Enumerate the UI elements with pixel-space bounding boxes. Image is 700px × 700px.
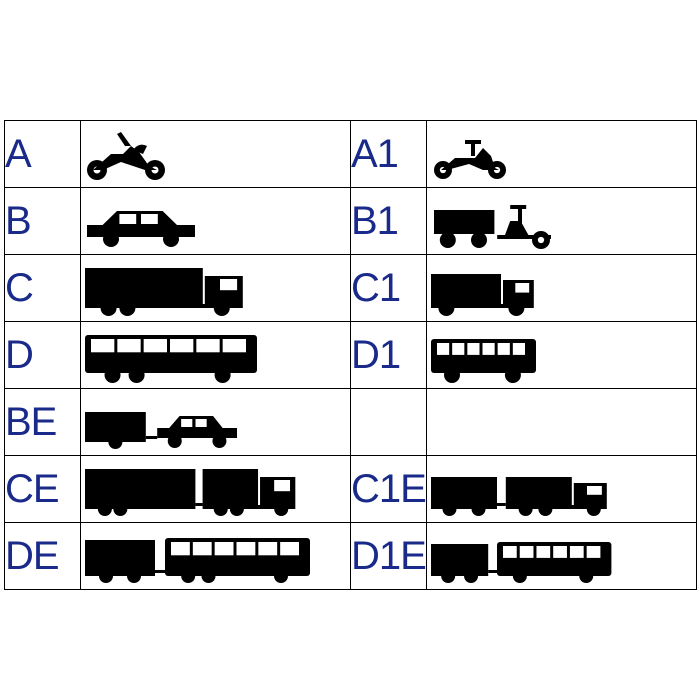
category-code: B (5, 188, 81, 255)
minibus-icon (427, 322, 697, 389)
bus-trailer-icon (81, 523, 351, 590)
category-code: B1 (351, 188, 427, 255)
license-category-table: A A1 B B1 C C1 (4, 120, 697, 590)
bus-icon (81, 322, 351, 389)
category-code: DE (5, 523, 81, 590)
category-code: C (5, 255, 81, 322)
car-icon (81, 188, 351, 255)
category-code: D (5, 322, 81, 389)
tricycle-icon (427, 188, 697, 255)
empty-cell (427, 389, 697, 456)
category-code: A (5, 121, 81, 188)
category-code: CE (5, 456, 81, 523)
motorcycle-icon (81, 121, 351, 188)
minibus-trailer-icon (427, 523, 697, 590)
light-truck-icon (427, 255, 697, 322)
light-truck-trailer-icon (427, 456, 697, 523)
truck-trailer-icon (81, 456, 351, 523)
category-code: D1 (351, 322, 427, 389)
category-code: A1 (351, 121, 427, 188)
moped-icon (427, 121, 697, 188)
category-code: C1 (351, 255, 427, 322)
truck-icon (81, 255, 351, 322)
car-trailer-icon (81, 389, 351, 456)
category-code: C1E (351, 456, 427, 523)
category-code: BE (5, 389, 81, 456)
empty-cell (351, 389, 427, 456)
category-code: D1E (351, 523, 427, 590)
